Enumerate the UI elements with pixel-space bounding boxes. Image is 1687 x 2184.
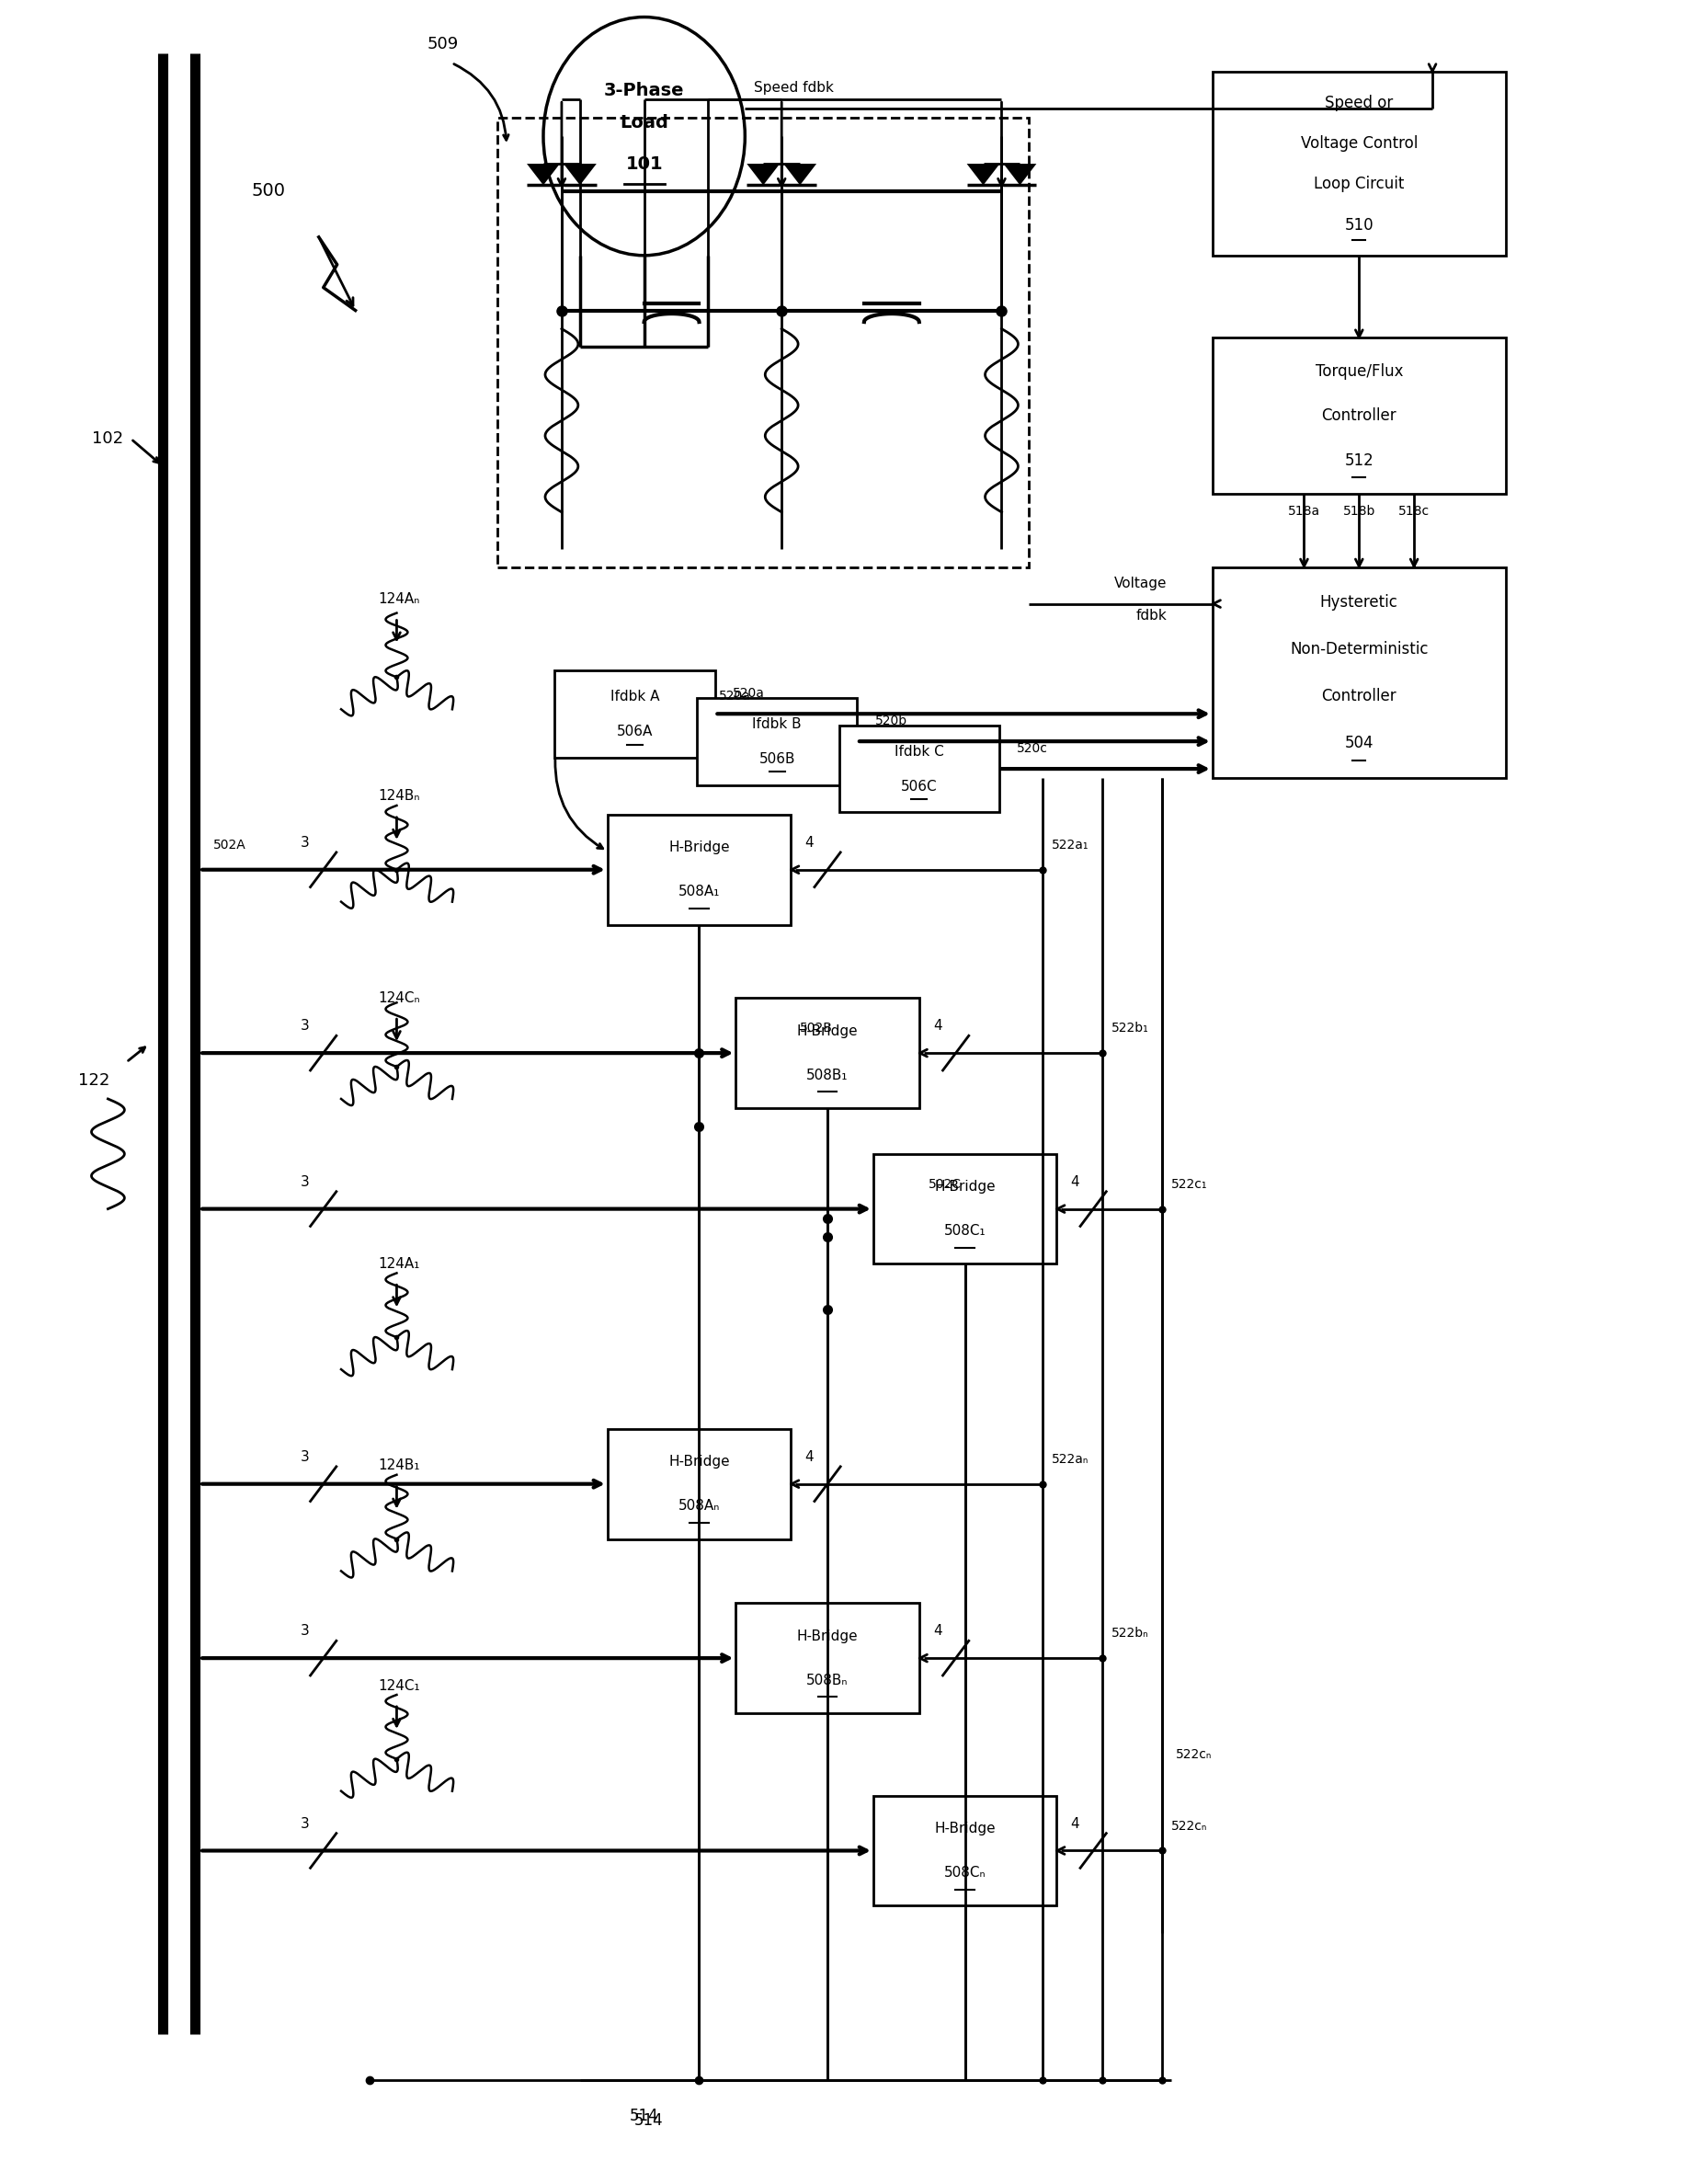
Text: H-Bridge: H-Bridge: [796, 1024, 859, 1037]
Text: 508Aₙ: 508Aₙ: [678, 1498, 720, 1514]
Text: 3: 3: [300, 1817, 309, 1830]
Text: 101: 101: [626, 155, 663, 173]
Bar: [607, 1428, 791, 1540]
Polygon shape: [747, 164, 779, 186]
Text: 124Aₙ: 124Aₙ: [378, 592, 420, 607]
Polygon shape: [563, 164, 597, 186]
Text: 518a: 518a: [1287, 505, 1321, 518]
Text: H-Bridge: H-Bridge: [668, 841, 730, 854]
Text: 522cₙ: 522cₙ: [1176, 1747, 1211, 1760]
Text: fdbk: fdbk: [1135, 609, 1167, 622]
Text: 518b: 518b: [1343, 505, 1375, 518]
Text: 3: 3: [300, 1450, 309, 1463]
Text: 522bₙ: 522bₙ: [1112, 1627, 1149, 1640]
Bar: [1213, 568, 1506, 778]
Text: 522cₙ: 522cₙ: [1171, 1819, 1208, 1832]
Text: 4: 4: [933, 1020, 941, 1033]
Polygon shape: [1004, 164, 1036, 186]
Text: 502B: 502B: [800, 1022, 833, 1035]
Text: 4: 4: [1071, 1175, 1080, 1188]
Text: Ifdbk C: Ifdbk C: [894, 745, 943, 758]
Text: 520a: 520a: [719, 690, 751, 703]
Text: 506A: 506A: [617, 725, 653, 738]
Text: 522aₙ: 522aₙ: [1053, 1452, 1090, 1465]
Text: 502C: 502C: [928, 1177, 962, 1190]
Text: Controller: Controller: [1321, 408, 1397, 424]
Text: Hysteretic: Hysteretic: [1319, 594, 1399, 612]
Text: 124A₁: 124A₁: [378, 1258, 420, 1271]
Text: H-Bridge: H-Bridge: [668, 1455, 730, 1470]
Text: 506B: 506B: [759, 751, 795, 767]
Bar: [697, 697, 857, 784]
Text: Torque/Flux: Torque/Flux: [1316, 363, 1404, 380]
Text: 520c: 520c: [1017, 743, 1048, 756]
Text: 124C₁: 124C₁: [378, 1679, 420, 1693]
Text: 508C₁: 508C₁: [945, 1223, 985, 1238]
Text: 4: 4: [805, 836, 813, 850]
Text: Voltage: Voltage: [1113, 577, 1167, 590]
Bar: [1213, 339, 1506, 494]
Text: 512: 512: [1345, 452, 1373, 470]
Text: Speed fdbk: Speed fdbk: [754, 81, 833, 94]
Text: 522a₁: 522a₁: [1053, 839, 1090, 852]
Text: 504: 504: [1345, 734, 1373, 751]
Bar: [874, 1153, 1056, 1265]
Text: 518c: 518c: [1399, 505, 1431, 518]
Text: 522c₁: 522c₁: [1171, 1177, 1208, 1190]
Text: 4: 4: [805, 1450, 813, 1463]
Text: Ifdbk A: Ifdbk A: [611, 690, 660, 703]
Bar: [1213, 72, 1506, 256]
Text: 509: 509: [427, 37, 459, 52]
Text: H-Bridge: H-Bridge: [935, 1821, 995, 1835]
Text: 3-Phase: 3-Phase: [604, 81, 685, 98]
Text: Non-Deterministic: Non-Deterministic: [1291, 640, 1429, 657]
Text: 3: 3: [300, 1625, 309, 1638]
Bar: [736, 1603, 919, 1712]
Bar: [498, 118, 1029, 568]
Text: 4: 4: [1071, 1817, 1080, 1830]
Text: 4: 4: [933, 1625, 941, 1638]
Text: Ifdbk B: Ifdbk B: [752, 716, 801, 732]
Text: 102: 102: [93, 430, 123, 448]
Text: 124Bₙ: 124Bₙ: [378, 788, 420, 804]
Text: 502A: 502A: [213, 839, 246, 852]
Text: Speed or: Speed or: [1324, 94, 1393, 111]
Text: 508A₁: 508A₁: [678, 885, 720, 898]
Bar: [838, 725, 999, 812]
Text: Loop Circuit: Loop Circuit: [1314, 177, 1404, 192]
Text: H-Bridge: H-Bridge: [796, 1629, 859, 1642]
Text: 522b₁: 522b₁: [1112, 1022, 1149, 1035]
Text: 506C: 506C: [901, 780, 938, 793]
Polygon shape: [783, 164, 817, 186]
Polygon shape: [967, 164, 1000, 186]
Text: 3: 3: [300, 836, 309, 850]
Text: 508Cₙ: 508Cₙ: [945, 1865, 985, 1880]
Text: 520b: 520b: [876, 714, 908, 727]
Text: 500: 500: [251, 183, 285, 201]
Text: 510: 510: [1345, 216, 1373, 234]
Text: 124B₁: 124B₁: [378, 1459, 420, 1472]
Text: Voltage Control: Voltage Control: [1301, 135, 1417, 151]
Text: 124Cₙ: 124Cₙ: [378, 992, 420, 1005]
Text: 3: 3: [300, 1175, 309, 1188]
Text: 514: 514: [634, 2112, 663, 2129]
Polygon shape: [526, 164, 560, 186]
Text: Load: Load: [619, 114, 668, 131]
Text: 520a: 520a: [734, 688, 766, 701]
Bar: [874, 1795, 1056, 1907]
Text: 508Bₙ: 508Bₙ: [806, 1673, 849, 1686]
Text: H-Bridge: H-Bridge: [935, 1179, 995, 1195]
Bar: [555, 670, 715, 758]
Bar: [736, 998, 919, 1107]
Text: 508B₁: 508B₁: [806, 1068, 849, 1081]
Text: Controller: Controller: [1321, 688, 1397, 703]
Bar: [607, 815, 791, 924]
Text: 122: 122: [78, 1072, 110, 1090]
Text: 3: 3: [300, 1020, 309, 1033]
Text: 514: 514: [629, 2108, 658, 2123]
